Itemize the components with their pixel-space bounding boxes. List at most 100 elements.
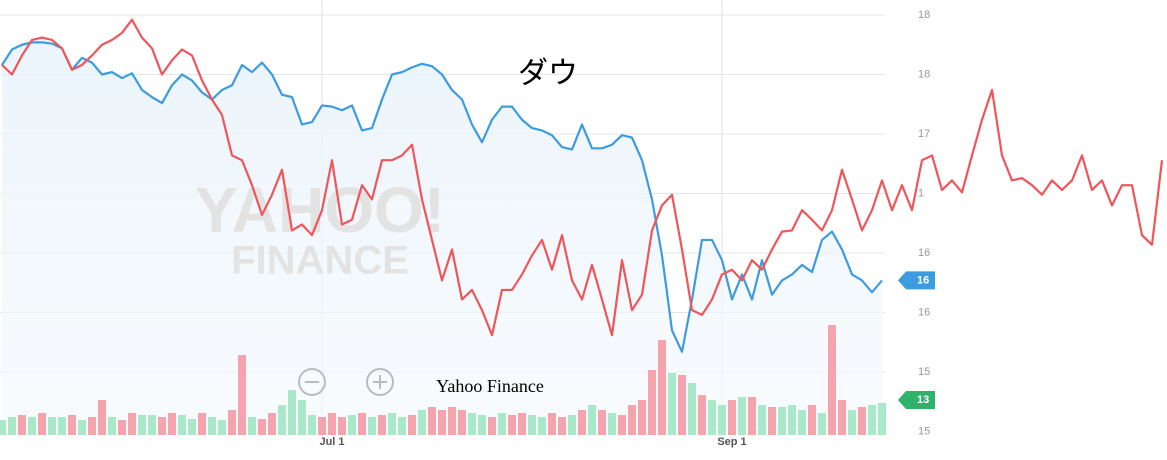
volume-bar [618,415,626,435]
volume-bar [588,405,596,435]
volume-bar [88,417,96,435]
volume-bar [578,410,586,435]
volume-bar [488,417,496,435]
volume-bar [148,415,156,435]
y-tick-label: 15 [918,425,930,437]
volume-bar [338,417,346,435]
volume-bar [678,375,686,435]
y-tick-label: 16 [918,247,930,259]
y-tick-label: 1 [918,187,924,199]
volume-bar [768,407,776,435]
volume-bar [868,405,876,435]
volume-bar [48,417,56,435]
volume-bar [138,415,146,435]
volume-bar [158,417,166,435]
zoom-in[interactable] [366,368,394,396]
volume-bar [378,415,386,435]
y-tick-label: 18 [918,68,930,80]
volume-bar [748,397,756,435]
x-tick-label: Jul 1 [319,436,344,448]
volume-bar [18,415,26,435]
volume-bar [78,420,86,435]
volume-bar [418,410,426,435]
volume-bar [68,415,76,435]
volume-bar [408,415,416,435]
x-tick-label: Sep 1 [717,436,746,448]
volume-bar [818,413,826,435]
volume-bar [268,413,276,435]
volume-bar [478,415,486,435]
volume-bar [778,407,786,435]
series-line [1,18,1164,337]
plot [0,18,1164,435]
volume-bar [118,420,126,435]
volume-bar [398,417,406,435]
volume-bar [828,325,836,435]
volume-bar [738,397,746,435]
y-tick-label: 16 [918,306,930,318]
volume-bar [38,413,46,435]
volume-bar [448,407,456,435]
volume-bar [548,413,556,435]
watermark: FINANCE [231,239,409,283]
volume-bar [388,413,396,435]
volume-bar [708,400,716,435]
volume-bar [568,415,576,435]
volume-bar [188,419,196,435]
volume-badge [898,391,935,409]
volume-bar [438,410,446,435]
volume-bar [688,383,696,435]
volume-bar [668,373,676,435]
volume-bar [788,405,796,435]
price-area [2,42,882,435]
volume-bar [278,405,286,435]
volume-bar [518,413,526,435]
volume-bar [538,417,546,435]
volume-bar [128,413,136,435]
watermark: YAHOO! [195,174,445,246]
volume-bar [848,410,856,435]
subtitle: Yahoo Finance [436,376,544,396]
background [0,0,885,435]
volume-bar [328,413,336,435]
volume-bar [698,395,706,435]
volume-bar [348,415,356,435]
volume-bar [368,417,376,435]
volume-bar [98,400,106,435]
volume-bar [258,419,266,435]
volume-bar [208,417,216,435]
y-tick-label: 17 [918,128,930,140]
volume-bar [428,407,436,435]
volume-bar [318,417,326,435]
volume-bar [648,370,656,435]
volume-bar [598,410,606,435]
volume-bar [858,407,866,435]
volume-bar [8,417,16,435]
series-line [1,41,883,353]
zoom-out[interactable] [298,368,326,396]
volume-bar [718,405,726,435]
volume-bar [218,420,226,435]
volume-bar [758,405,766,435]
volume-bar [28,417,36,435]
volume-bar [838,400,846,435]
volume-bar [358,413,366,435]
volume-bar [288,390,296,435]
volume-bar [638,400,646,435]
volume-bar [0,420,6,435]
price-badge-label: 16 [917,274,929,286]
volume-bar [508,415,516,435]
volume-bar [58,417,66,435]
volume-bar [878,403,886,435]
volume-bar [498,413,506,435]
volume-bar [798,410,806,435]
volume-bar [658,340,666,435]
volume-bar [558,417,566,435]
volume-bar [168,413,176,435]
volume-bar [108,417,116,435]
volume-bar [468,413,476,435]
chart-title: ダウ [518,56,578,91]
volume-bar [308,415,316,435]
price-badge [898,271,935,290]
